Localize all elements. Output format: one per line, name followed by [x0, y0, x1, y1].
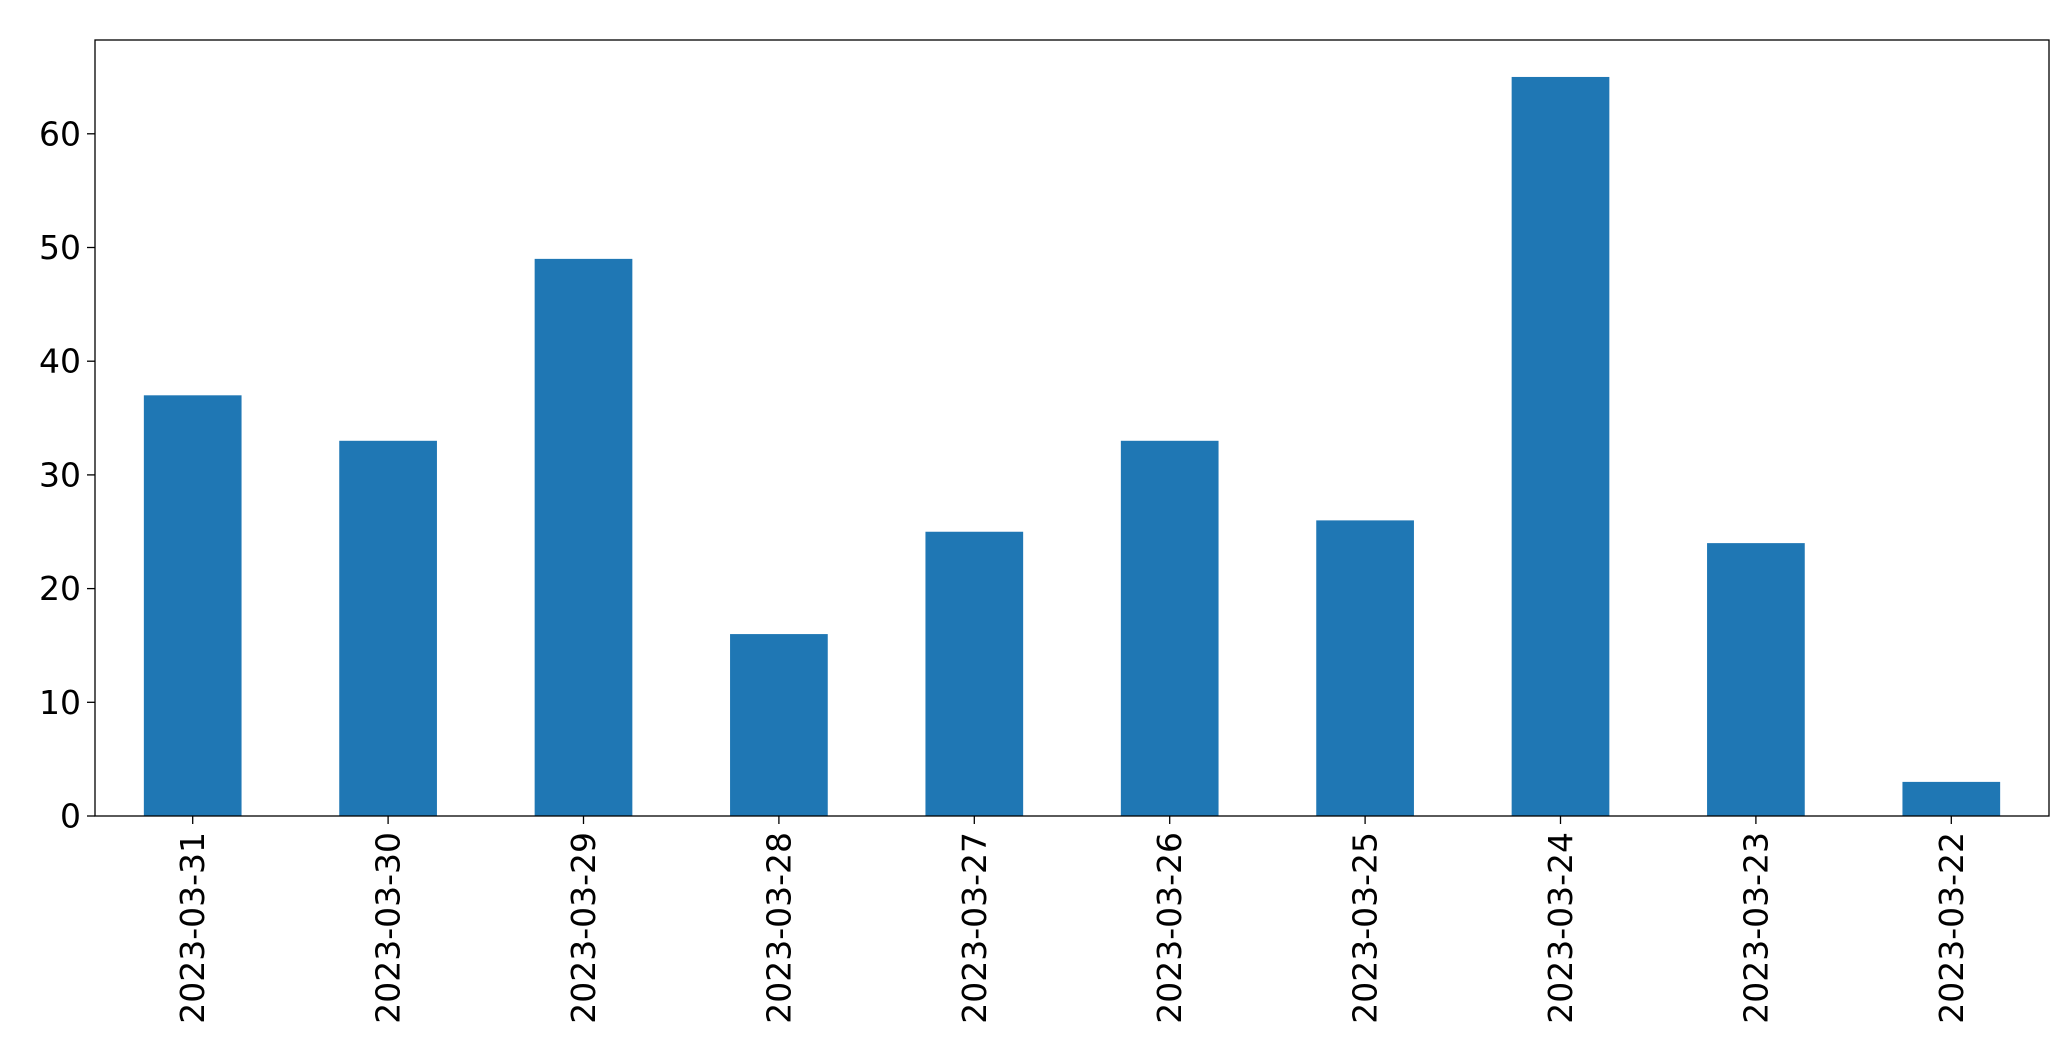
x-tick-label: 2023-03-24	[1541, 832, 1580, 1024]
x-tick-label: 2023-03-27	[955, 832, 994, 1024]
bar-2023-03-31	[143, 395, 242, 816]
x-tick-label: 2023-03-25	[1346, 832, 1385, 1024]
bar-2023-03-22	[1902, 781, 2001, 816]
y-tick-label: 50	[39, 228, 81, 267]
x-tick-label: 2023-03-26	[1150, 832, 1189, 1024]
y-tick-label: 20	[39, 569, 81, 608]
x-axis: 2023-03-31 2023-03-30 2023-03-29 2023-03-28…	[173, 816, 1971, 1024]
bar-2023-03-29	[534, 258, 633, 816]
x-tick-label: 2023-03-30	[369, 832, 408, 1024]
bar-2023-03-23	[1707, 543, 1805, 816]
y-axis: 0 10 20 30 40 50 60	[39, 114, 95, 836]
bar-2023-03-24	[1511, 76, 1610, 816]
y-tick-label: 10	[39, 683, 81, 722]
x-tick-label: 2023-03-28	[759, 832, 798, 1024]
y-tick-label: 30	[39, 455, 81, 494]
bar-2023-03-27	[925, 531, 1024, 816]
x-tick-label: 2023-03-23	[1736, 832, 1775, 1024]
y-tick-label: 40	[39, 342, 81, 381]
bar-2023-03-28	[730, 634, 828, 816]
x-tick-label: 2023-03-29	[564, 832, 603, 1024]
bar-series	[143, 76, 2001, 816]
y-tick-label: 60	[39, 114, 81, 153]
x-tick-label: 2023-03-22	[1932, 832, 1971, 1024]
bar-2023-03-25	[1316, 520, 1414, 816]
bar-2023-03-30	[339, 440, 437, 816]
bar-2023-03-26	[1120, 440, 1219, 816]
y-tick-label: 0	[60, 797, 81, 836]
x-tick-label: 2023-03-31	[173, 832, 212, 1024]
plot-frame	[94, 39, 2050, 817]
